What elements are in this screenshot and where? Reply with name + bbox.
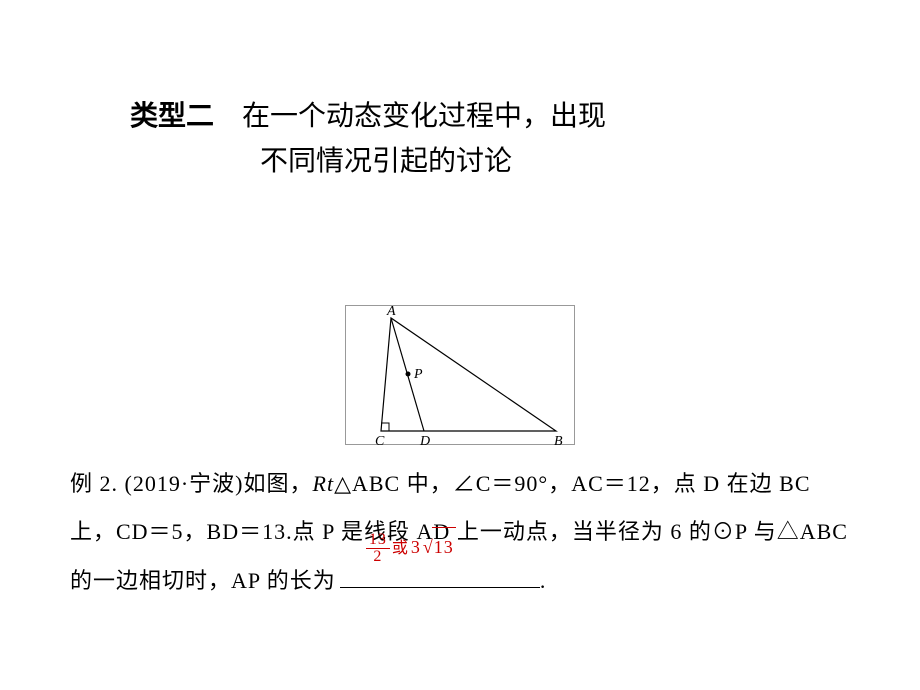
title-bold-prefix: 类型二 (130, 101, 214, 132)
answer-blank: 13 2 或313 (336, 557, 540, 605)
svg-text:D: D (419, 434, 430, 446)
problem-statement: 例 2. (2019·宁波)如图，Rt△ABC 中，∠C＝90°，AC＝12，点… (70, 460, 860, 605)
svg-text:C: C (375, 434, 385, 446)
answer-value: 13 2 或3 13 (366, 527, 456, 568)
section-title: 类型二 在一个动态变化过程中，出现 不同情况引起的讨论 (130, 95, 830, 185)
answer-fraction: 13 2 (366, 532, 390, 565)
fraction-denominator: 2 (366, 549, 390, 565)
answer-coeff: 3 (411, 537, 421, 557)
example-label: 例 2. (70, 471, 118, 496)
svg-text:B: B (554, 434, 563, 446)
triangle-diagram: A C D B P (346, 306, 576, 446)
problem-source: (2019·宁波) (125, 471, 244, 496)
problem-period: . (540, 568, 547, 593)
answer-radicand: 13 (432, 527, 456, 568)
svg-text:P: P (413, 367, 423, 382)
answer-or: 或 (392, 540, 409, 557)
blank-underline (340, 587, 540, 588)
answer-sqrt: 13 (421, 527, 456, 568)
problem-body-1: 如图， (244, 471, 313, 496)
title-rest: 在一个动态变化过程中，出现 (214, 101, 606, 132)
geometry-figure: A C D B P (345, 305, 575, 445)
fraction-numerator: 13 (366, 532, 390, 549)
svg-text:A: A (386, 306, 396, 319)
title-line-2: 不同情况引起的讨论 (130, 140, 830, 185)
title-line-1: 类型二 在一个动态变化过程中，出现 (130, 95, 830, 140)
rt-label: Rt (313, 471, 335, 496)
